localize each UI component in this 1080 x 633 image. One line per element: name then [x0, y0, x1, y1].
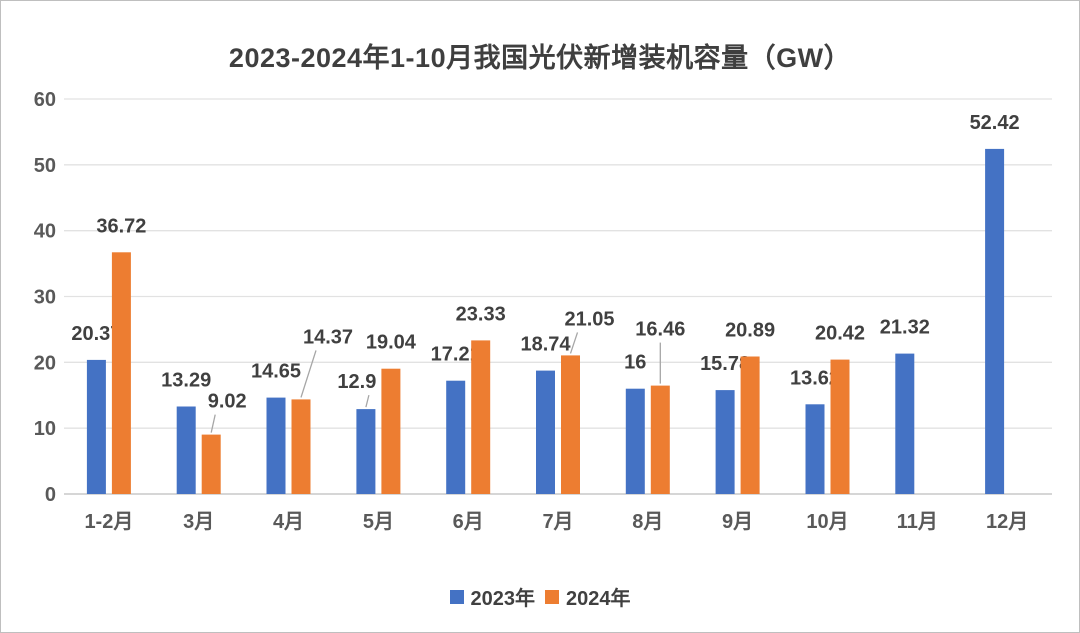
x-axis-label: 9月: [722, 511, 753, 533]
x-axis-label: 11月: [897, 511, 938, 533]
bar-2024年-8月: [650, 385, 670, 494]
label-leader-line: [569, 332, 579, 354]
bar-2024年-5月: [381, 368, 401, 494]
x-axis-label: 1-2月: [84, 511, 133, 533]
data-label: 14.37: [303, 326, 353, 348]
bar-2024年-3月: [201, 434, 221, 494]
x-axis-label: 4月: [273, 511, 304, 533]
legend-label-2023: 2023年: [470, 588, 536, 610]
bar-2023年-1-2月: [86, 359, 106, 494]
y-tick-label: 30: [34, 287, 56, 309]
legend-swatch-2023: [449, 589, 464, 604]
bar-2024年-9月: [740, 356, 760, 494]
bar-2023年-3月: [176, 406, 196, 494]
label-leader-line: [300, 350, 317, 398]
x-axis-label: 5月: [363, 511, 394, 533]
y-tick-label: 40: [34, 221, 56, 243]
data-label: 14.65: [251, 361, 301, 383]
data-label: 13.62: [790, 367, 840, 389]
data-label: 9.02: [208, 391, 247, 413]
bar-2023年-9月: [715, 390, 735, 494]
y-tick-label: 50: [34, 155, 56, 177]
y-tick-label: 10: [34, 418, 56, 440]
data-label: 16: [624, 352, 646, 374]
bar-2023年-12月: [985, 148, 1005, 494]
data-label: 15.78: [700, 353, 750, 375]
bar-2024年-4月: [291, 399, 311, 494]
bar-2023年-4月: [266, 397, 286, 494]
bar-2024年-10月: [830, 359, 850, 494]
y-tick-label: 0: [45, 484, 56, 506]
legend-item-2023: 2023年: [449, 582, 536, 611]
bar-2023年-6月: [446, 380, 466, 494]
legend-item-2024: 2024年: [545, 582, 631, 611]
bar-2024年-1-2月: [111, 252, 131, 494]
data-label: 18.74: [520, 334, 571, 356]
bar-2023年-10月: [805, 404, 825, 494]
data-label: 20.42: [815, 323, 865, 345]
data-label: 12.9: [337, 371, 376, 393]
chart-title: 2023-2024年1-10月我国光伏新增装机容量（GW）: [228, 43, 852, 73]
data-label: 16.46: [635, 319, 685, 341]
data-label: 23.33: [456, 303, 506, 325]
data-label: 36.72: [96, 215, 146, 237]
x-axis-label: 10月: [806, 511, 848, 533]
x-axis-label: 8月: [632, 511, 663, 533]
y-tick-label: 60: [34, 89, 56, 111]
bar-2023年-8月: [625, 388, 645, 494]
legend-swatch-2024: [545, 589, 559, 604]
label-leader-line: [210, 414, 216, 433]
data-label: 17.21: [431, 344, 481, 366]
x-axis-label: 7月: [542, 511, 573, 533]
bar-2024年-6月: [471, 340, 491, 494]
label-leader-line: [365, 394, 370, 408]
data-label: 21.05: [564, 308, 614, 330]
y-tick-label: 20: [34, 352, 56, 374]
bar-2023年-7月: [536, 370, 555, 494]
x-axis-label: 6月: [453, 511, 484, 533]
data-label: 20.37: [71, 323, 121, 345]
data-label: 52.42: [970, 112, 1020, 134]
data-label: 19.04: [366, 332, 417, 354]
chart-legend: 2023年 2024年: [1, 582, 1079, 611]
legend-label-2024: 2024年: [566, 588, 631, 610]
bar-2023年-11月: [895, 353, 915, 494]
bar-2023年-5月: [356, 409, 376, 494]
bar-2024年-7月: [561, 355, 580, 494]
data-label: 20.89: [725, 320, 775, 342]
x-axis-label: 3月: [183, 511, 214, 533]
data-label: 13.29: [161, 370, 211, 392]
data-label: 21.32: [880, 317, 930, 339]
x-axis-label: 12月: [986, 511, 1028, 533]
